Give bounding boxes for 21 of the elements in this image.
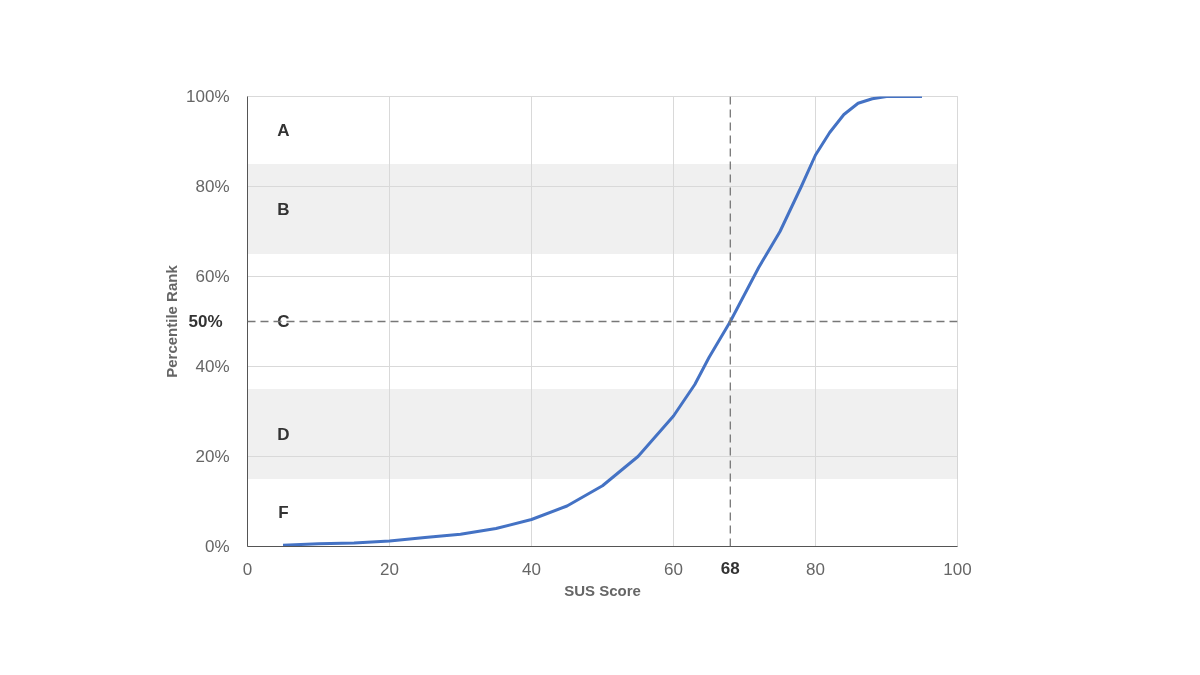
band-label: A [277,120,290,140]
y-tick-label: 0% [204,537,230,556]
ref-line-label: 50% [188,312,223,331]
y-tick-label: 100% [186,87,230,106]
x-axis-title: SUS Score [564,581,641,599]
band-label: D [277,424,290,444]
y-tick-label: 60% [195,267,230,286]
y-tick-label: 80% [195,177,230,196]
band-label: C [277,312,290,331]
x-tick-label: 100 [943,559,972,579]
y-tick-label: 40% [195,357,230,376]
band-label: F [278,503,289,523]
y-axis-title: Percentile Rank [163,264,181,378]
x-tick-label: 0 [242,559,253,579]
band-label: B [277,199,290,219]
y-tick-label: 20% [195,447,230,466]
x-tick-label: 60 [664,559,683,579]
ref-line-label: 68 [720,558,740,578]
x-tick-label: 40 [522,559,541,579]
x-tick-label: 20 [380,559,399,579]
x-tick-label: 80 [806,559,825,579]
